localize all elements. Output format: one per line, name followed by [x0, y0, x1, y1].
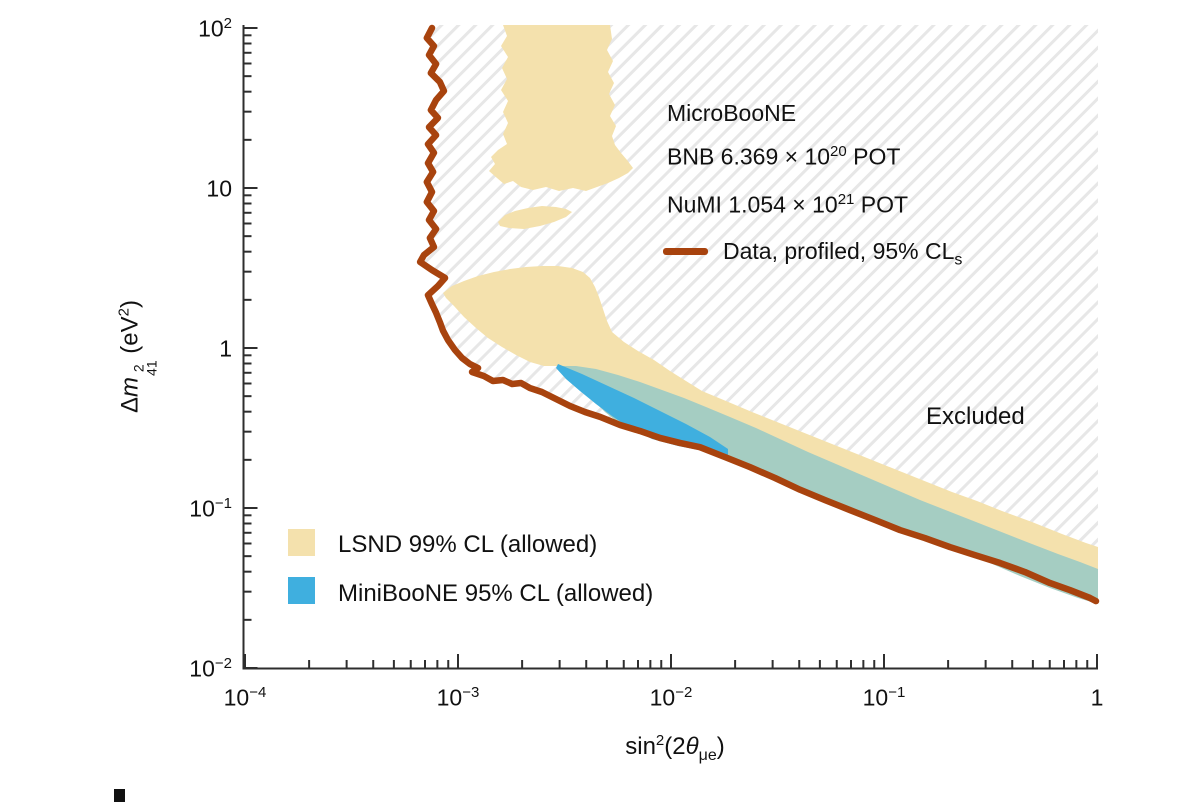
y-tick-100: 102: [198, 15, 232, 42]
x-tick-1: 1: [1090, 684, 1104, 711]
y-tick-1: 1: [219, 335, 232, 362]
miniboone-legend-label: MiniBooNE 95% CL (allowed): [338, 580, 654, 607]
experiment-label: MicroBooNE: [667, 100, 797, 126]
numi-pot-label: NuMI 1.054 × 1021 POT: [667, 191, 909, 218]
miniboone-legend-swatch: [288, 577, 315, 604]
x-axis-title: sin2(2θμe): [625, 732, 725, 764]
x-tick-1e-1: 10−1: [862, 684, 906, 711]
allowed-regions: [443, 25, 1098, 604]
axes-frame-and-ticks: [242, 25, 1098, 670]
y-axis-title: Δm 2 41 (eV2): [115, 300, 160, 413]
curve-legend-label: Data, profiled, 95% CLs: [723, 238, 963, 269]
lsnd-legend-swatch: [288, 529, 315, 556]
bnb-pot-label: BNB 6.369 × 1020 POT: [667, 143, 901, 170]
exclusion-curve: [416, 24, 1100, 605]
x-tick-1e-4: 10−4: [223, 684, 267, 711]
curve-legend-dash: [663, 248, 708, 255]
excluded-region-label: Excluded: [926, 403, 1025, 430]
y-tick-0p1: 10−1: [189, 495, 232, 522]
x-tick-1e-2: 10−2: [649, 684, 693, 711]
y-tick-10: 10: [206, 175, 232, 202]
lsnd-legend-label: LSND 99% CL (allowed): [338, 531, 598, 558]
x-tick-1e-3: 10−3: [436, 684, 480, 711]
y-tick-0p01: 10−2: [189, 655, 232, 682]
cropped-panel-marker: [114, 789, 125, 802]
